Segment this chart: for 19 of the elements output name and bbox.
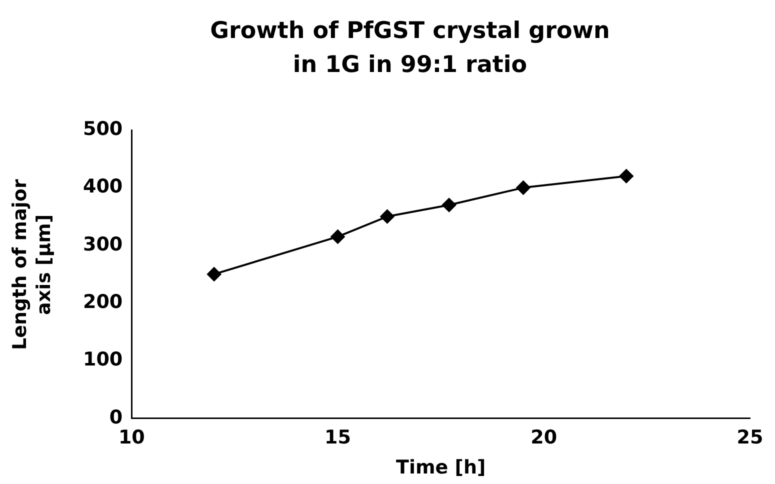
point: [619, 169, 634, 184]
x-tick-label: 20: [530, 426, 558, 449]
y-tick-label: 500: [82, 118, 123, 140]
x-axis-title: Time [h]: [396, 456, 486, 479]
x-tick-label: 15: [324, 426, 351, 449]
y-tick-label: 0: [109, 406, 123, 428]
point: [380, 210, 394, 224]
x-tick-label: 10: [118, 426, 145, 449]
y-tick-label: 100: [82, 348, 123, 371]
point: [330, 230, 345, 244]
point: [207, 267, 222, 282]
point: [442, 198, 456, 212]
chart-title: Growth of PfGST crystal grown in 1G in 99:1 ratio: [209, 17, 611, 80]
y-tick-label: 400: [82, 176, 123, 198]
point: [516, 180, 530, 195]
y-tick-label: 300: [82, 233, 123, 256]
x-tick-label: 25: [736, 426, 764, 449]
y-tick-label: 200: [82, 290, 123, 313]
y-axis-title: Length of major axis [µm]: [8, 178, 56, 352]
